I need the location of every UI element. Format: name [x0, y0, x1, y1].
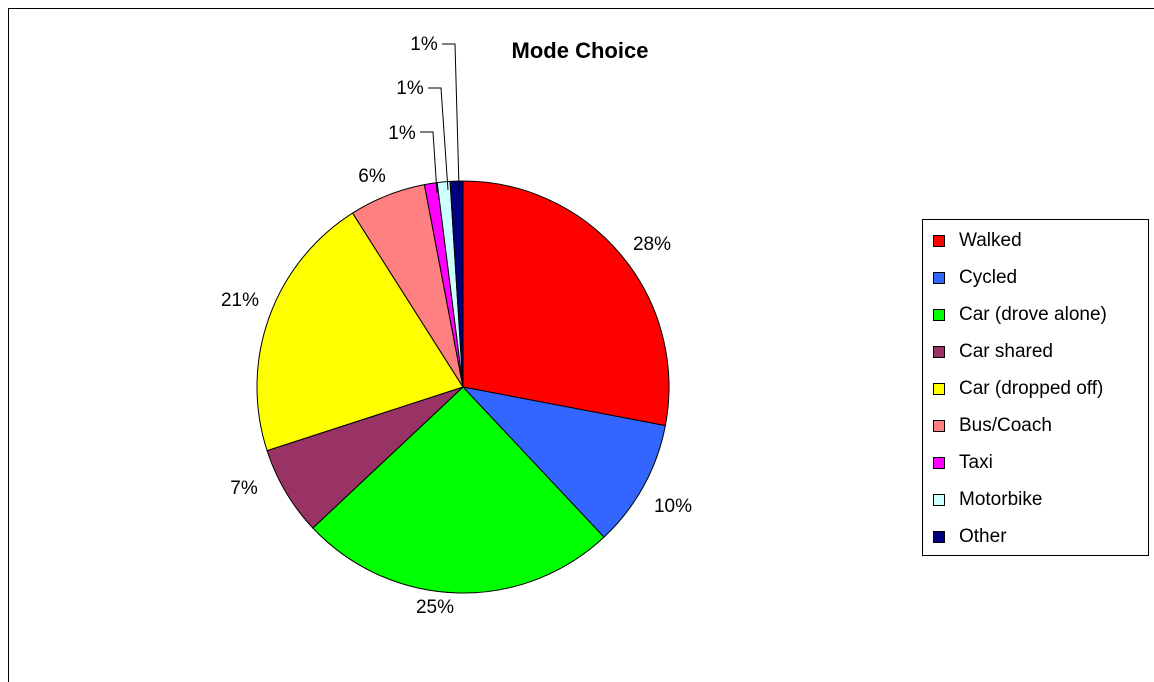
legend-label: Motorbike	[959, 488, 1043, 510]
legend-item-other: Other	[923, 518, 1148, 555]
legend-swatch	[933, 308, 945, 321]
pie-slice-car-drove-alone	[312, 386, 605, 594]
legend-item-motorbike: Motorbike	[923, 481, 1148, 518]
pie-slice-car-dropped-off	[256, 212, 464, 452]
legend-swatch	[933, 271, 945, 284]
legend-swatch	[933, 456, 945, 469]
data-label-car-dropped-off: 21%	[221, 290, 259, 311]
pie-slice-other	[449, 180, 464, 388]
data-label-car-drove-alone: 25%	[416, 597, 454, 618]
data-label-motorbike: 1%	[396, 78, 424, 99]
legend-label: Other	[959, 525, 1007, 547]
legend-swatch	[933, 530, 945, 543]
data-label-taxi: 1%	[388, 123, 416, 144]
legend-item-car-drove-alone: Car (drove alone)	[923, 296, 1148, 333]
legend-swatch	[933, 345, 945, 358]
legend-item-walked: Walked	[923, 222, 1148, 259]
chart-title: Mode Choice	[512, 38, 649, 63]
legend-label: Cycled	[959, 266, 1018, 288]
legend-label: Bus/Coach	[959, 414, 1052, 436]
legend-item-cycled: Cycled	[923, 259, 1148, 296]
leader-line-motorbike	[428, 87, 449, 191]
legend-label: Taxi	[959, 451, 993, 473]
data-label-other: 1%	[410, 34, 438, 55]
pie-slice-walked	[462, 180, 670, 427]
legend-label: Car shared	[959, 340, 1053, 362]
data-label-cycled: 10%	[654, 496, 692, 517]
data-label-bus-coach: 6%	[358, 166, 386, 187]
legend-item-bus-coach: Bus/Coach	[923, 407, 1148, 444]
legend-item-taxi: Taxi	[923, 444, 1148, 481]
leader-line-other	[442, 43, 460, 188]
pie-slice-cycled	[461, 386, 666, 538]
leader-line-taxi	[420, 131, 438, 194]
legend-item-car-shared: Car shared	[923, 333, 1148, 370]
legend-swatch	[933, 234, 945, 247]
legend-item-car-dropped-off: Car (dropped off)	[923, 370, 1148, 407]
data-label-car-shared: 7%	[230, 478, 258, 499]
legend-label: Car (dropped off)	[959, 377, 1104, 399]
legend-label: Walked	[959, 229, 1022, 251]
legend: Walked Cycled Car (drove alone) Car shared C…	[922, 219, 1149, 556]
legend-swatch	[933, 493, 945, 506]
legend-swatch	[933, 382, 945, 395]
data-label-walked: 28%	[633, 234, 671, 255]
legend-label: Car (drove alone)	[959, 303, 1107, 325]
legend-swatch	[933, 419, 945, 432]
